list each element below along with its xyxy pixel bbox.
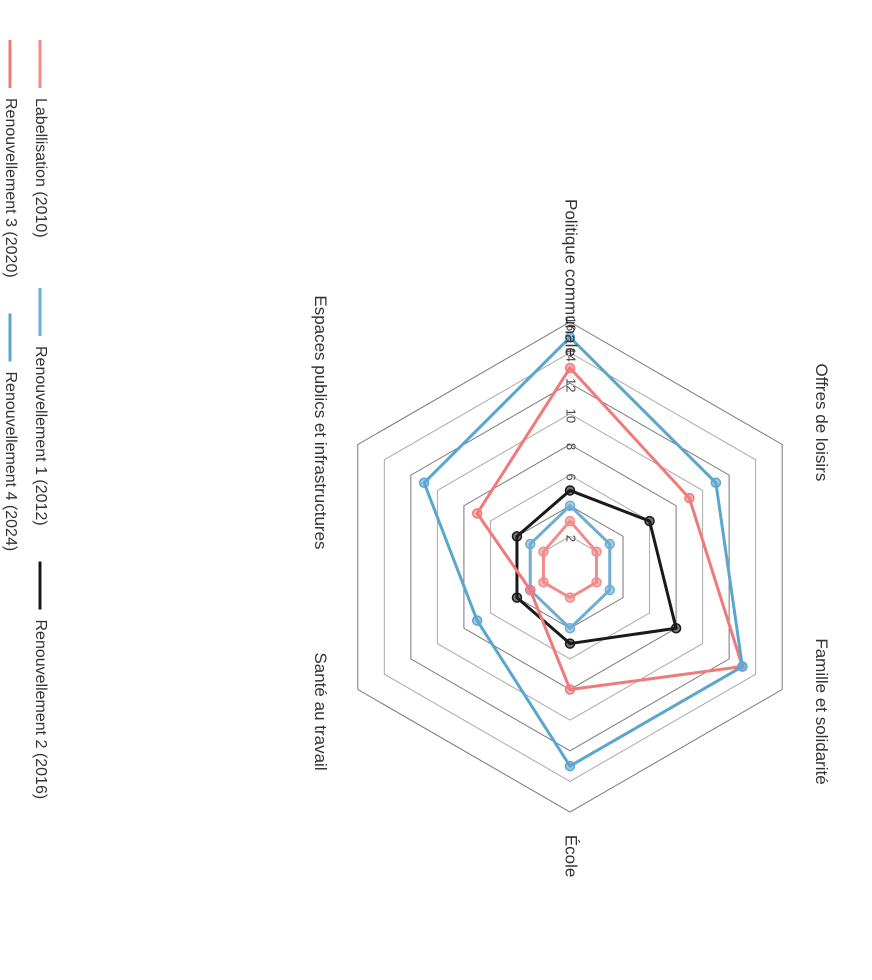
legend-label: Renouvellement 2 (2016): [32, 620, 49, 800]
data-point-renouvellement-2-2016-espaces-publics-et-infrastructures: [511, 531, 523, 542]
grid-ring-10: [436, 413, 704, 721]
data-point-renouvellement-3-2020-ecole: [564, 684, 576, 695]
axis-label-sante-au-travail: Santé au travail: [311, 652, 330, 770]
radar-series: [418, 332, 748, 772]
data-point-labellisation-2010-politique-communale: [564, 515, 576, 527]
series-line-renouvellement-4-2024: [422, 335, 744, 768]
data-point-renouvellement-2-2016-ecole: [564, 638, 576, 649]
tick-label-6: 6: [564, 474, 579, 481]
grid-ring-8: [463, 443, 677, 691]
data-point-renouvellement-1-2012-ecole: [564, 623, 576, 634]
legend-item-labellisation-2010: Labellisation (2010): [32, 40, 49, 238]
data-point-renouvellement-1-2012-politique-communale: [564, 500, 576, 511]
data-point-renouvellement-2-2016-sante-au-travail: [511, 592, 523, 603]
data-point-renouvellement-1-2012-espaces-publics-et-infrastructures: [524, 538, 536, 550]
data-point-renouvellement-1-2012-famille-et-solidarite: [604, 584, 616, 596]
tick-label-14: 14: [564, 347, 579, 361]
data-point-renouvellement-3-2020-politique-communale: [564, 362, 576, 374]
axis-label-politique-communale: Politique communale: [562, 199, 581, 357]
radar-grid: 246810121416: [357, 317, 783, 813]
legend-label: Renouvellement 4 (2024): [2, 372, 19, 552]
legend: Labellisation (2010) Renouvellement 1 (20…: [2, 40, 49, 799]
data-point-renouvellement-3-2020-espaces-publics-et-infrastructures: [471, 508, 483, 519]
axis-label-espaces-publics-et-infrastructures: Espaces publics et infrastructures: [311, 295, 330, 549]
series-renouvellement-2-2016: [511, 485, 682, 649]
data-point-renouvellement-2-2016-politique-communale: [564, 485, 576, 496]
data-point-renouvellement-4-2024-sante-au-travail: [471, 615, 483, 626]
tick-label-2: 2: [564, 535, 579, 542]
legend-item-renouvellement-3-2020: Renouvellement 3 (2020): [2, 40, 19, 278]
tick-label-12: 12: [564, 378, 579, 392]
data-point-renouvellement-4-2024-famille-et-solidarite: [737, 661, 748, 672]
legend-label: Renouvellement 3 (2020): [2, 98, 19, 278]
axis-label-ecole: École: [562, 835, 581, 878]
series-renouvellement-4-2024: [418, 332, 748, 772]
legend-item-renouvellement-2-2016: Renouvellement 2 (2016): [32, 561, 49, 800]
grid-ring-12: [410, 382, 730, 752]
tick-label-16: 16: [564, 317, 579, 331]
tick-label-10: 10: [564, 409, 579, 423]
data-point-renouvellement-3-2020-sante-au-travail: [524, 584, 536, 596]
tick-label-8: 8: [564, 443, 579, 450]
legend-label: Renouvellement 1 (2012): [32, 346, 49, 526]
data-point-labellisation-2010-offres-de-loisirs: [591, 546, 602, 557]
data-point-renouvellement-2-2016-famille-et-solidarite: [670, 623, 682, 634]
legend-item-renouvellement-1-2012: Renouvellement 1 (2012): [32, 288, 49, 526]
data-point-labellisation-2010-espaces-publics-et-infrastructures: [538, 546, 549, 557]
axis-labels: Politique communale Offres de loisirs Fami…: [311, 199, 831, 877]
data-point-renouvellement-4-2024-politique-communale: [564, 332, 576, 343]
series-labellisation-2010: [538, 515, 602, 603]
data-point-renouvellement-3-2020-offres-de-loisirs: [684, 492, 695, 504]
axis-label-famille-et-solidarite: Famille et solidarité: [812, 638, 831, 784]
data-point-labellisation-2010-sante-au-travail: [538, 577, 549, 588]
data-point-renouvellement-4-2024-offres-de-loisirs: [710, 477, 722, 489]
grid-ring-16: [357, 321, 783, 813]
data-point-labellisation-2010-famille-et-solidarite: [591, 577, 602, 588]
data-point-renouvellement-4-2024-ecole: [564, 760, 576, 772]
series-renouvellement-3-2020: [471, 362, 748, 695]
axis-label-offres-de-loisirs: Offres de loisirs: [812, 364, 831, 482]
grid-ring-14: [383, 352, 757, 782]
series-line-labellisation-2010: [541, 519, 599, 600]
data-point-renouvellement-1-2012-offres-de-loisirs: [604, 538, 616, 550]
data-point-renouvellement-4-2024-espaces-publics-et-infrastructures: [418, 477, 430, 489]
legend-label: Labellisation (2010): [32, 98, 49, 238]
data-point-renouvellement-2-2016-offres-de-loisirs: [644, 515, 655, 527]
data-point-labellisation-2010-ecole: [564, 592, 576, 603]
legend-item-renouvellement-4-2024: Renouvellement 4 (2024): [2, 313, 19, 552]
